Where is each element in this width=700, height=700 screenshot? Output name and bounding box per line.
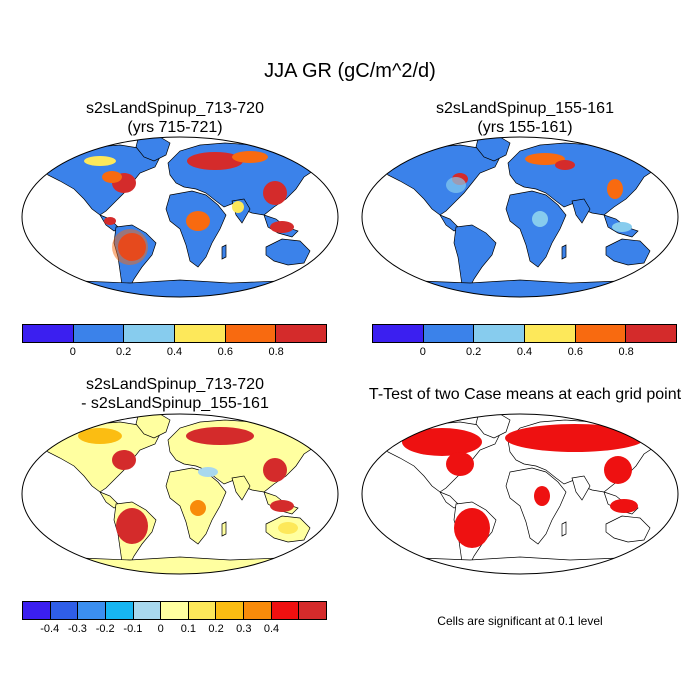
colorbar-tick-label: 0.2 [466,346,482,358]
colorbar-swatch-3 [525,325,576,342]
map-difference [21,413,339,575]
colorbar-case2-ticks: 0 0.2 0.4 0.6 0.8 [372,346,677,362]
colorbar-case2 [372,324,677,343]
significance-note: Cells are significant at 0.1 level [437,614,603,628]
map-case2 [361,136,679,298]
colorbar-swatch-1 [423,325,475,342]
colorbar-case1 [22,324,327,343]
colorbar-tick-label: 0 [419,346,426,358]
colorbar-tick-label: 0.8 [618,346,634,358]
colorbar-swatch-0 [23,602,51,619]
colorbar-swatch-5 [161,602,189,619]
colorbar-tick-label: 0.3 [236,623,252,635]
colorbar-swatch-6 [188,602,217,619]
colorbar-swatch-1 [73,325,125,342]
colorbar-tick-label: 0.1 [180,623,197,635]
colorbar-swatch-9 [271,602,300,619]
panel-title-ttest: T-Test of two Case means at each grid po… [368,386,682,403]
colorbar-swatch-4 [133,602,162,619]
map-ttest [361,413,679,575]
colorbar-swatch-2 [124,325,176,342]
colorbar-tick-label: -0.2 [95,623,115,635]
colorbar-tick-label: 0.6 [217,346,233,358]
colorbar-tick-label: 0.4 [516,346,533,358]
colorbar-swatch-3 [105,602,134,619]
colorbar-swatch-8 [244,602,272,619]
panel-title-difference: s2sLandSpinup_713-720 - s2sLandSpinup_15… [81,376,269,412]
colorbar-swatch-2 [78,602,106,619]
colorbar-swatch-4 [225,325,277,342]
main-title: JJA GR (gC/m^2/d) [264,60,436,82]
colorbar-tick-label: -0.4 [40,623,60,635]
map-case1 [21,136,339,298]
colorbar-swatch-10 [299,602,327,619]
panel-title-case1: s2sLandSpinup_713-720 (yrs 715-721) [86,100,264,136]
colorbar-swatch-0 [23,325,74,342]
colorbar-tick-label: 0.4 [166,346,183,358]
panel-title-case2: s2sLandSpinup_155-161 (yrs 155-161) [436,100,614,136]
colorbar-swatch-4 [575,325,627,342]
colorbar-tick-label: 0.4 [263,623,280,635]
colorbar-tick-label: 0 [69,346,76,358]
colorbar-tick-label: 0.2 [116,346,132,358]
colorbar-tick-label: 0 [157,623,164,635]
colorbar-swatch-1 [50,602,79,619]
colorbar-tick-label: 0.8 [268,346,284,358]
colorbar-swatch-5 [626,325,677,342]
colorbar-difference [22,601,327,620]
colorbar-tick-label: 0.6 [567,346,583,358]
colorbar-tick-label: -0.1 [123,623,143,635]
colorbar-tick-label: -0.3 [67,623,87,635]
colorbar-swatch-2 [474,325,526,342]
colorbar-swatch-7 [216,602,245,619]
colorbar-swatch-0 [373,325,424,342]
colorbar-difference-ticks: -0.4 -0.3 -0.2 -0.1 0 0.1 0.2 0.3 0.4 [22,623,327,639]
colorbar-swatch-3 [175,325,226,342]
colorbar-case1-ticks: 0 0.2 0.4 0.6 0.8 [22,346,327,362]
colorbar-swatch-5 [276,325,327,342]
colorbar-tick-label: 0.2 [208,623,224,635]
